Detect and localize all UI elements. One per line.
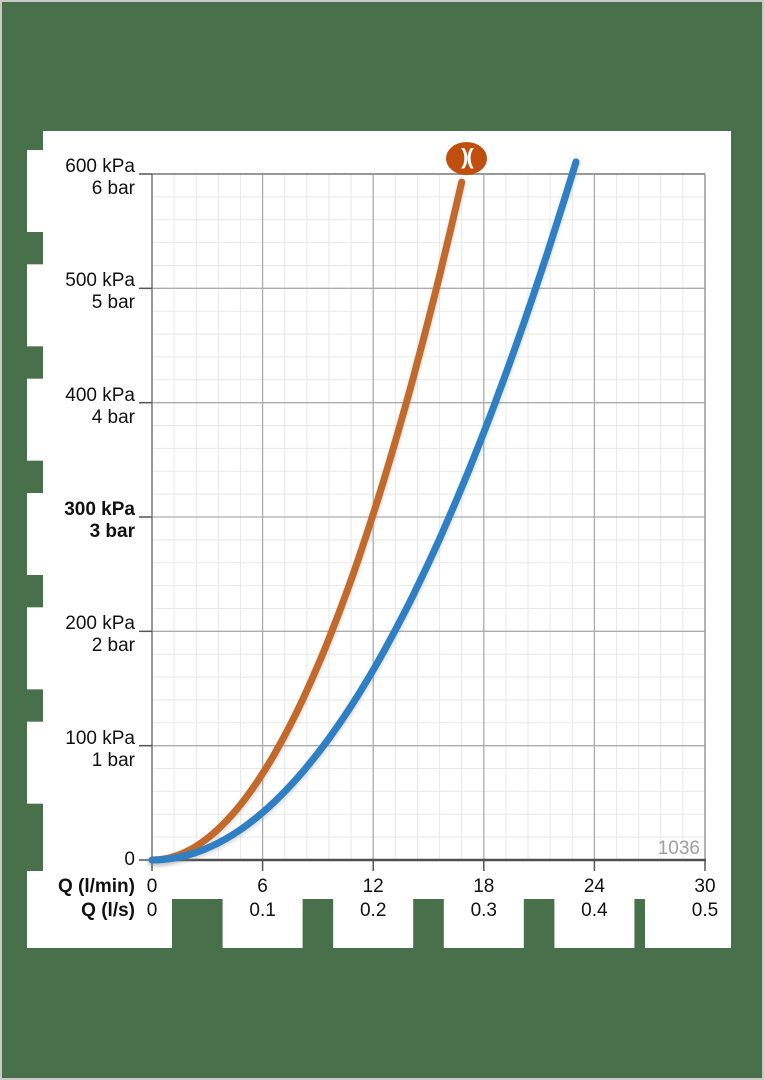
- x-axis-tick-label-ls: 0.3: [470, 900, 497, 921]
- x-axis-tick-label-lmin: 30: [694, 876, 716, 897]
- y-axis-tick-label-bar: 1 bar: [91, 749, 135, 771]
- y-axis-tick-label-0: 0: [124, 849, 135, 870]
- x-axis-tick-label-ls: 0.5: [691, 900, 719, 921]
- y-axis-tick-label-bar: 5 bar: [91, 292, 135, 314]
- y-axis-tick-label-kpa: 400 kPa: [65, 384, 135, 406]
- y-axis-tick-label-kpa: 300 kPa: [64, 499, 135, 520]
- x-axis-tick-label-ls: 0.4: [581, 900, 608, 921]
- x-axis-tick-label-ls: 0.1: [249, 900, 276, 921]
- y-axis-tick-label-kpa: 600 kPa: [65, 156, 135, 177]
- x-axis-unit-label-lmin: Q (l/min): [57, 876, 135, 897]
- x-axis-tick-label-lmin: 0: [146, 876, 158, 897]
- y-axis-tick-label-kpa: 200 kPa: [65, 613, 135, 635]
- y-axis-tick-label-kpa: 500 kPa: [65, 270, 135, 292]
- x-axis-tick-label-lmin: 12: [362, 876, 384, 897]
- y-axis-tick-label-bar: 6 bar: [91, 178, 135, 199]
- x-axis-tick-label-lmin: 24: [583, 876, 605, 897]
- y-axis-tick-label-bar: 2 bar: [91, 635, 135, 657]
- curve-orange: [148, 178, 466, 864]
- x-axis-tick-label-ls: 0.2: [359, 900, 387, 921]
- x-axis-tick-label-lmin: 18: [473, 876, 495, 897]
- y-axis-tick-label-bar: 3 bar: [89, 521, 135, 542]
- diagram-number: 1036: [657, 838, 700, 859]
- curve-blue: [148, 158, 580, 864]
- x-axis-unit-label-ls: Q (l/s): [81, 900, 135, 921]
- brand-logo-icon: )(: [461, 143, 474, 169]
- y-axis-tick-label-kpa: 100 kPa: [65, 727, 135, 749]
- x-axis-tick-label-lmin: 6: [257, 876, 268, 897]
- x-axis-tick-label-ls: 0: [146, 900, 158, 921]
- brand-logo-ellipse: [446, 142, 487, 175]
- y-axis-tick-label-bar: 4 bar: [91, 406, 135, 428]
